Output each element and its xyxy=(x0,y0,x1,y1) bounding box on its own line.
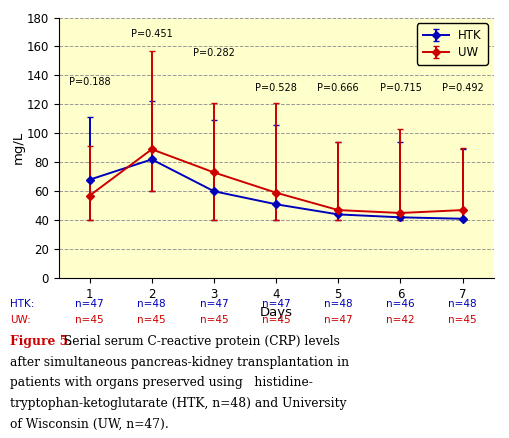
Text: n=47: n=47 xyxy=(75,300,104,309)
Text: P=0.188: P=0.188 xyxy=(69,77,110,87)
Text: HTK:: HTK: xyxy=(10,300,35,309)
Text: P=0.451: P=0.451 xyxy=(131,29,173,39)
Legend: HTK, UW: HTK, UW xyxy=(417,23,488,65)
Text: n=45: n=45 xyxy=(262,315,291,325)
Text: n=42: n=42 xyxy=(386,315,415,325)
Text: after simultaneous pancreas-kidney transplantation in: after simultaneous pancreas-kidney trans… xyxy=(10,356,349,369)
Text: P=0.666: P=0.666 xyxy=(318,83,359,93)
Text: n=46: n=46 xyxy=(386,300,415,309)
Text: UW:: UW: xyxy=(10,315,31,325)
Text: tryptophan-ketoglutarate (HTK, n=48) and University: tryptophan-ketoglutarate (HTK, n=48) and… xyxy=(10,397,347,410)
Text: n=45: n=45 xyxy=(200,315,228,325)
Text: n=45: n=45 xyxy=(137,315,166,325)
Text: patients with organs preserved using   histidine-: patients with organs preserved using his… xyxy=(10,376,313,389)
Text: of Wisconsin (UW, n=47).: of Wisconsin (UW, n=47). xyxy=(10,417,169,431)
Y-axis label: mg/L: mg/L xyxy=(12,131,25,164)
Text: n=45: n=45 xyxy=(448,315,477,325)
Text: P=0.282: P=0.282 xyxy=(193,48,235,58)
Text: n=47: n=47 xyxy=(324,315,353,325)
Text: n=48: n=48 xyxy=(448,300,477,309)
Text: P=0.528: P=0.528 xyxy=(255,83,297,93)
Text: n=47: n=47 xyxy=(200,300,228,309)
X-axis label: Days: Days xyxy=(260,307,293,319)
Text: P=0.715: P=0.715 xyxy=(380,83,421,93)
Text: n=45: n=45 xyxy=(75,315,104,325)
Text: Serial serum C-reactive protein (CRP) levels: Serial serum C-reactive protein (CRP) le… xyxy=(60,335,340,348)
Text: n=47: n=47 xyxy=(262,300,291,309)
Text: n=48: n=48 xyxy=(137,300,166,309)
Text: Figure 5.: Figure 5. xyxy=(10,335,72,348)
Text: P=0.492: P=0.492 xyxy=(442,83,484,93)
Text: n=48: n=48 xyxy=(324,300,353,309)
